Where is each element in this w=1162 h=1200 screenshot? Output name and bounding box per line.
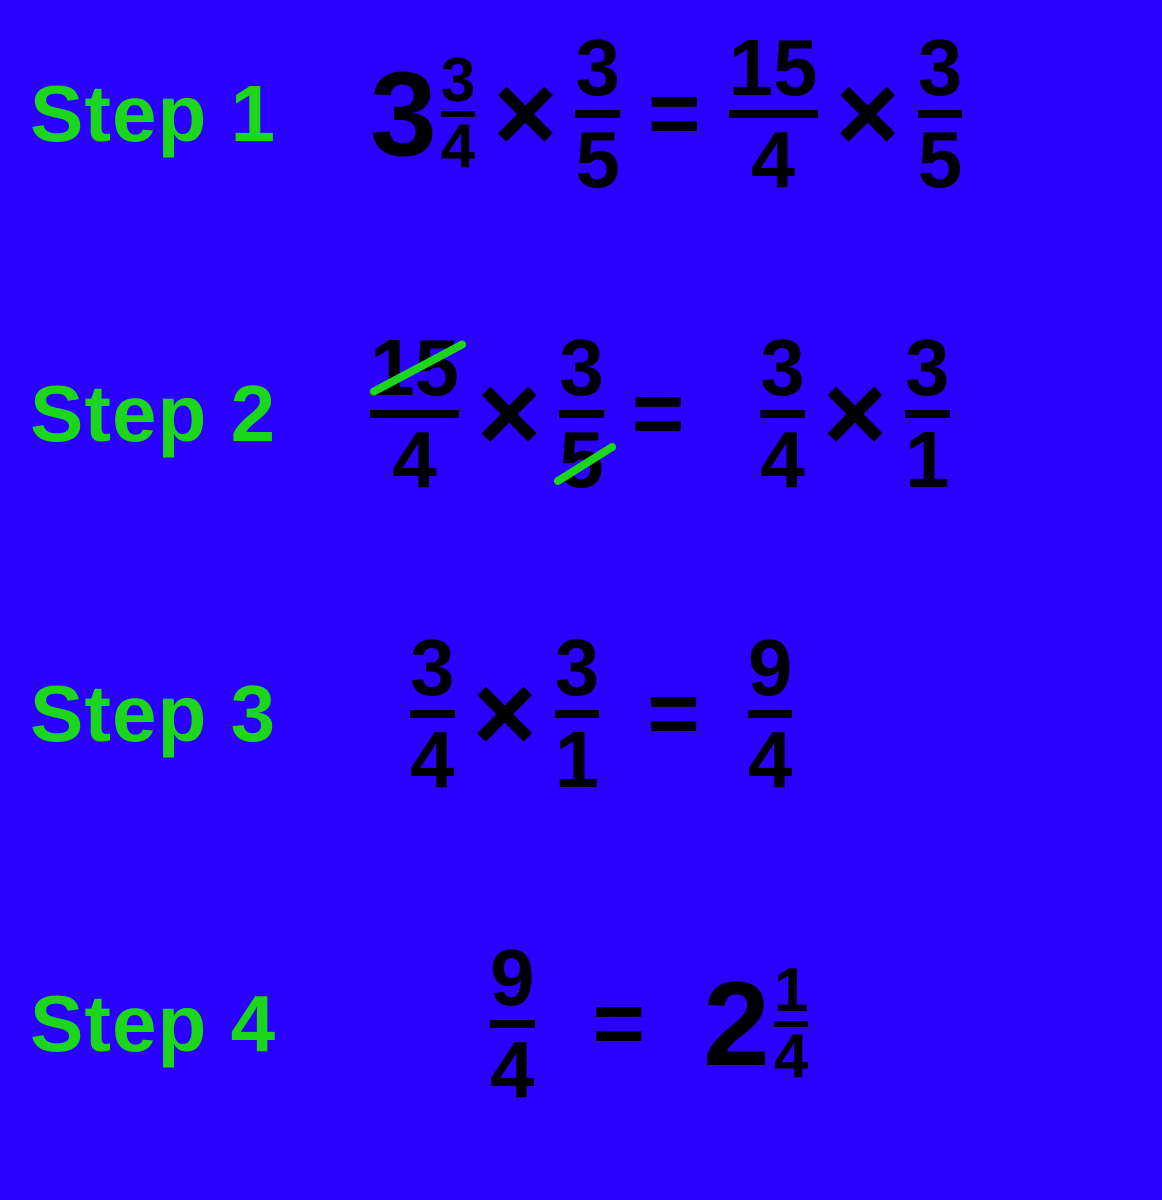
fraction-denominator: 4 (441, 119, 475, 175)
mixed-fraction: 1 4 (774, 963, 808, 1085)
fraction-numerator: 9 (748, 630, 793, 706)
fraction: 3 4 (760, 330, 805, 498)
fraction-numerator: 9 (490, 940, 535, 1016)
times-symbol: × (493, 59, 557, 169)
fraction: 3 5 (918, 30, 963, 198)
fraction-numerator: 15 (729, 30, 818, 106)
equals-symbol: = (622, 369, 695, 459)
times-symbol: × (477, 359, 541, 469)
fraction: 3 1 (555, 630, 600, 798)
fraction: 3 5 (575, 30, 620, 198)
equals-symbol: = (553, 979, 686, 1069)
mixed-fraction: 3 4 (441, 53, 475, 175)
fraction-numerator: 3 (559, 330, 604, 406)
fraction-denominator: 4 (751, 122, 796, 198)
fraction: 3 1 (905, 330, 950, 498)
fraction-denominator: 4 (760, 422, 805, 498)
fraction-cancelled-num: 15 4 (370, 330, 459, 498)
fraction-numerator: 3 (410, 630, 455, 706)
step-2-row: Step 2 15 4 × 3 5 = 3 4 × 3 1 (0, 330, 1162, 498)
equals-symbol: = (638, 69, 711, 159)
mixed-number: 3 3 4 (370, 53, 475, 175)
fraction-numerator: 3 (555, 630, 600, 706)
step-2-label: Step 2 (0, 368, 370, 460)
fraction-denominator: 1 (905, 422, 950, 498)
fraction-cancelled-den: 3 5 (559, 330, 604, 498)
fraction-numerator: 3 (441, 53, 475, 109)
fraction-numerator: 3 (918, 30, 963, 106)
equals-symbol: = (617, 669, 730, 759)
fraction-denominator: 1 (555, 722, 600, 798)
fraction-denominator: 4 (392, 422, 437, 498)
fraction: 15 4 (729, 30, 818, 198)
times-symbol: × (473, 659, 537, 769)
fraction: 3 4 (410, 630, 455, 798)
fraction-denominator: 4 (490, 1032, 535, 1108)
step-4-equation: 9 4 = 2 1 4 (370, 940, 808, 1108)
fraction-denominator: 4 (774, 1029, 808, 1085)
mixed-whole: 3 (370, 54, 437, 174)
times-symbol: × (823, 359, 887, 469)
mixed-number: 2 1 4 (703, 963, 808, 1085)
step-2-equation: 15 4 × 3 5 = 3 4 × 3 1 (370, 330, 950, 498)
step-1-equation: 3 3 4 × 3 5 = 15 4 × 3 5 (370, 30, 962, 198)
fraction-numerator: 3 (905, 330, 950, 406)
fraction: 9 4 (748, 630, 793, 798)
step-3-row: Step 3 3 4 × 3 1 = 9 4 (0, 630, 1162, 798)
fraction-numerator: 1 (774, 963, 808, 1019)
step-3-equation: 3 4 × 3 1 = 9 4 (370, 630, 792, 798)
step-1-row: Step 1 3 3 4 × 3 5 = 15 4 × 3 5 (0, 30, 1162, 198)
step-4-label: Step 4 (0, 978, 370, 1070)
fraction-numerator: 3 (760, 330, 805, 406)
fraction-denominator: 4 (748, 722, 793, 798)
step-4-row: Step 4 9 4 = 2 1 4 (0, 940, 1162, 1108)
step-1-label: Step 1 (0, 68, 370, 160)
fraction-numerator: 3 (575, 30, 620, 106)
times-symbol: × (836, 59, 900, 169)
fraction-denominator: 5 (918, 122, 963, 198)
fraction-denominator: 4 (410, 722, 455, 798)
step-3-label: Step 3 (0, 668, 370, 760)
fraction-denominator: 5 (575, 122, 620, 198)
mixed-whole: 2 (703, 964, 770, 1084)
fraction: 9 4 (490, 940, 535, 1108)
